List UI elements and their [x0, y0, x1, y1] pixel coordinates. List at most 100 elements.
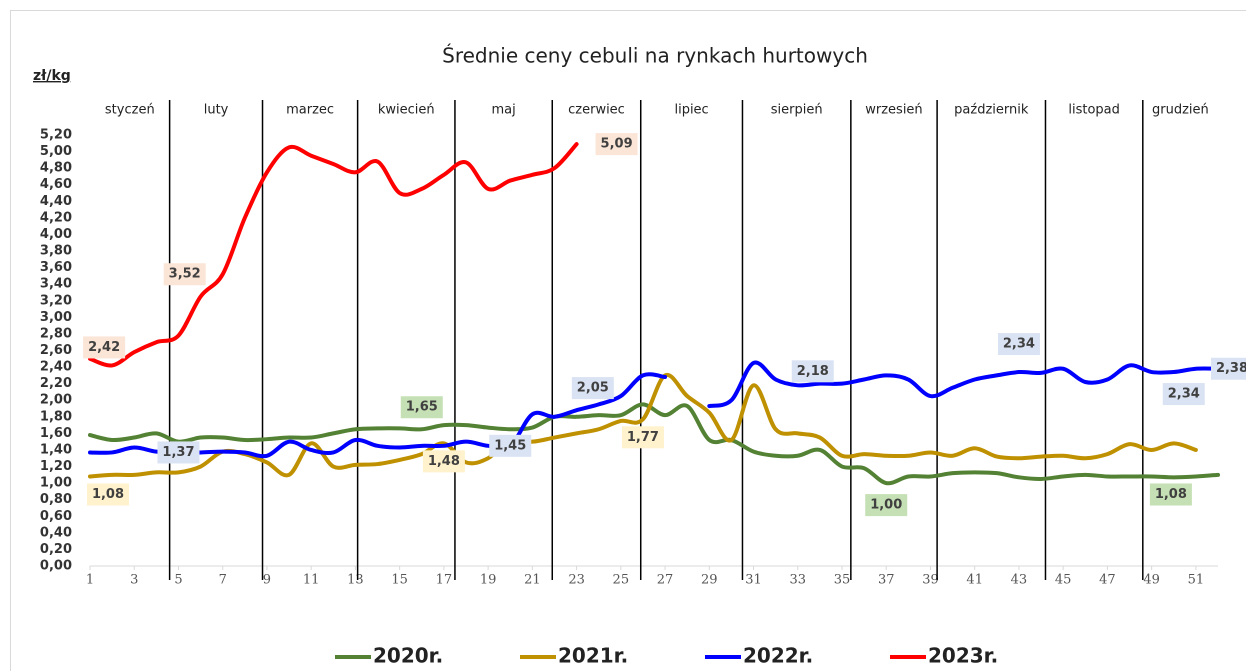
data-label: 1,77 [627, 430, 659, 445]
data-label: 1,45 [494, 438, 526, 453]
month-label: lipiec [674, 103, 708, 118]
x-tick-label: 35 [834, 573, 851, 588]
y-tick-label: 3,40 [40, 277, 72, 292]
data-label-box [400, 396, 443, 419]
data-label: 1,48 [428, 454, 460, 469]
month-label: czerwiec [568, 103, 625, 118]
y-tick-label: 1,20 [40, 459, 72, 474]
month-label: kwiecień [378, 103, 435, 118]
y-tick-label: 1,60 [40, 426, 72, 441]
data-label-box [422, 450, 465, 473]
month-label: wrzesień [865, 103, 922, 118]
data-label-box [791, 360, 834, 383]
data-label-box [1211, 357, 1246, 380]
data-label-box [1162, 383, 1205, 406]
x-tick-label: 9 [263, 573, 271, 588]
x-tick-label: 25 [613, 573, 630, 588]
y-tick-label: 3,80 [40, 244, 72, 259]
x-tick-label: 17 [436, 573, 453, 588]
y-tick-label: 0,40 [40, 525, 72, 540]
y-axis-label: zł/kg [33, 68, 71, 84]
data-label: 2,34 [1003, 337, 1035, 352]
y-tick-label: 3,00 [40, 310, 72, 325]
x-tick-label: 39 [922, 573, 939, 588]
series-line [88, 402, 1220, 486]
y-tick-label: 4,20 [40, 210, 72, 225]
data-label: 2,42 [88, 340, 120, 355]
y-tick-label: 2,20 [40, 376, 72, 391]
y-tick-label: 0,00 [40, 559, 72, 574]
x-tick-label: 29 [701, 573, 718, 588]
y-tick-label: 2,00 [40, 393, 72, 408]
y-tick-label: 2,60 [40, 343, 72, 358]
x-tick-label: 11 [303, 573, 320, 588]
x-tick-label: 33 [789, 573, 806, 588]
data-label: 2,34 [1168, 387, 1200, 402]
month-label: październik [954, 103, 1029, 118]
x-tick-label: 1 [86, 573, 94, 588]
y-tick-label: 3,20 [40, 293, 72, 308]
data-label-box [83, 336, 126, 359]
data-label: 2,05 [577, 381, 609, 396]
x-tick-label: 21 [524, 573, 541, 588]
data-label-box [997, 333, 1040, 356]
y-tick-label: 2,40 [40, 360, 72, 375]
legend-label: 2022r. [743, 644, 813, 668]
y-tick-label: 3,60 [40, 260, 72, 275]
y-tick-label: 1,40 [40, 442, 72, 457]
x-tick-label: 47 [1099, 573, 1116, 588]
x-tick-label: 5 [174, 573, 182, 588]
y-tick-label: 4,60 [40, 177, 72, 192]
month-label: marzec [286, 103, 334, 118]
chart-title: Średnie ceny cebuli na rynkach hurtowych [442, 44, 868, 68]
data-label: 3,52 [169, 267, 201, 282]
data-label-box [87, 483, 129, 506]
y-tick-label: 5,00 [40, 144, 72, 159]
x-tick-label: 41 [966, 573, 983, 588]
x-tick-label: 19 [480, 573, 497, 588]
x-tick-label: 31 [745, 573, 762, 588]
data-label-box [865, 494, 908, 517]
data-label: 2,38 [1216, 361, 1246, 376]
x-tick-label: 15 [391, 573, 408, 588]
month-label: listopad [1068, 103, 1120, 118]
x-tick-label: 13 [347, 573, 364, 588]
y-tick-label: 0,60 [40, 509, 72, 524]
y-tick-label: 4,80 [40, 161, 72, 176]
y-tick-label: 2,80 [40, 326, 72, 341]
x-tick-label: 45 [1055, 573, 1072, 588]
data-label-box [1149, 483, 1192, 506]
x-tick-label: 43 [1011, 573, 1028, 588]
x-tick-label: 49 [1143, 573, 1160, 588]
series-line [707, 360, 1220, 409]
series-line [88, 142, 579, 368]
data-label-box [621, 426, 664, 449]
x-tick-label: 27 [657, 573, 674, 588]
data-label: 2,18 [797, 364, 829, 379]
y-tick-label: 1,00 [40, 476, 72, 491]
chart-border [10, 10, 1246, 671]
legend-label: 2023r. [928, 644, 998, 668]
data-label-box [489, 434, 532, 457]
data-label: 1,08 [1155, 487, 1187, 502]
data-label: 1,08 [92, 487, 124, 502]
month-label: grudzień [1152, 103, 1209, 118]
data-label-box [163, 263, 206, 286]
legend-label: 2021r. [558, 644, 628, 668]
y-tick-label: 1,80 [40, 409, 72, 424]
series-line [88, 372, 1198, 479]
x-tick-label: 7 [219, 573, 227, 588]
x-tick-label: 3 [130, 573, 138, 588]
month-label: maj [491, 103, 515, 118]
y-tick-label: 0,80 [40, 492, 72, 507]
data-label: 1,65 [406, 400, 438, 415]
x-tick-label: 23 [568, 573, 585, 588]
y-tick-label: 0,20 [40, 542, 72, 557]
data-label: 1,00 [870, 498, 902, 513]
month-label: styczeń [105, 103, 155, 118]
y-tick-label: 4,00 [40, 227, 72, 242]
y-tick-label: 4,40 [40, 194, 72, 209]
data-label-box [157, 441, 200, 464]
data-label-box [595, 133, 638, 156]
